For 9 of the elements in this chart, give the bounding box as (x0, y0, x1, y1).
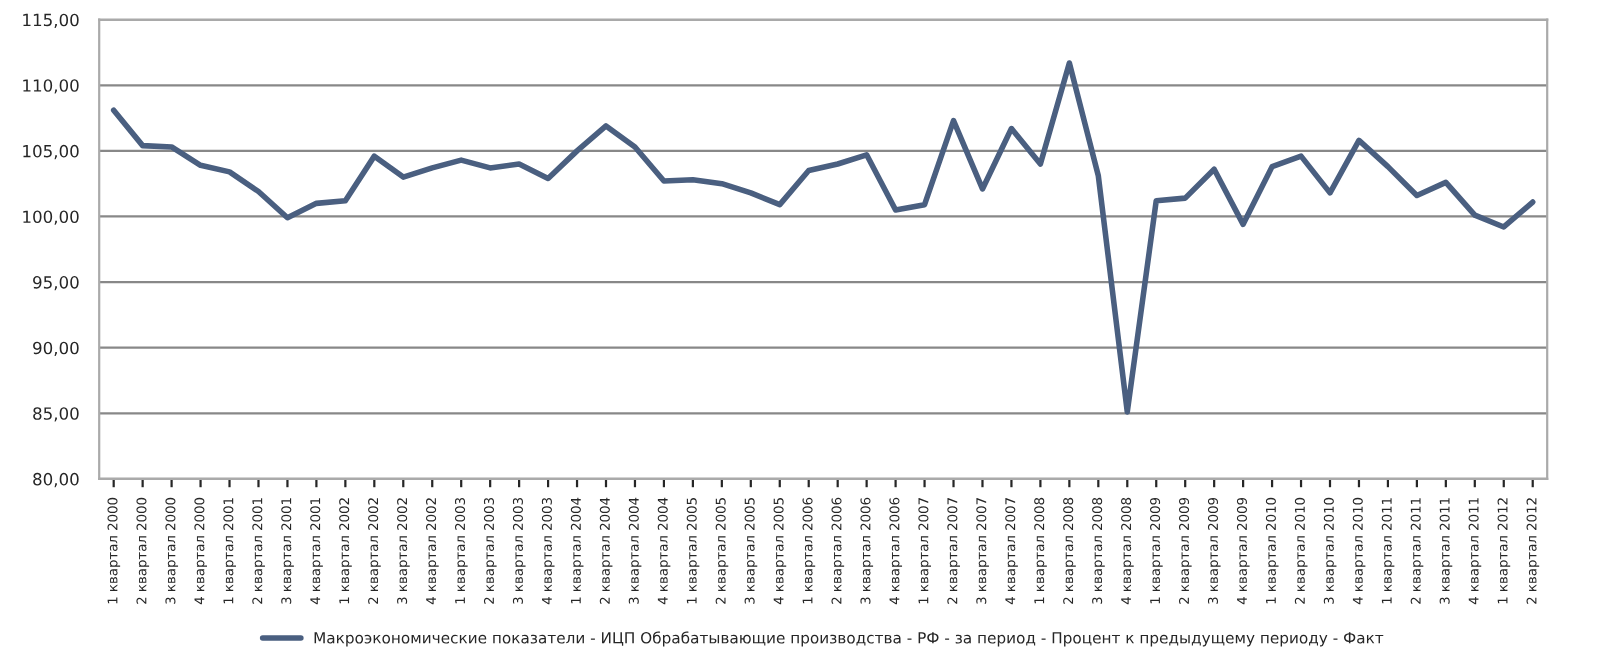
y-tick-label: 90,00 (33, 341, 79, 356)
y-tick-label: 85,00 (33, 407, 79, 422)
y-tick-label: 100,00 (23, 210, 79, 225)
y-tick-label: 110,00 (23, 79, 79, 94)
y-tick-label: 95,00 (33, 276, 79, 291)
y-tick-label: 105,00 (23, 144, 79, 160)
y-tick-label: 115,00 (23, 13, 79, 28)
y-tick-label: 80,00 (33, 472, 79, 488)
line-series (110, 60, 1536, 415)
